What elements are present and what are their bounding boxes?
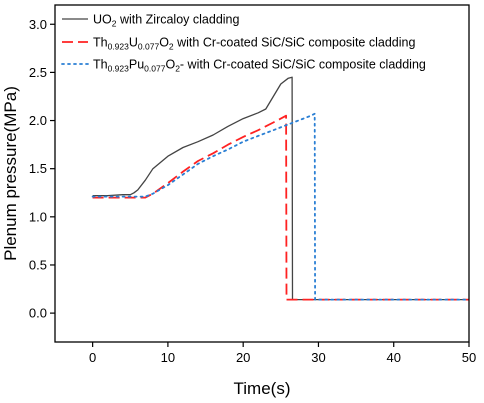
x-axis-title: Time(s) bbox=[234, 379, 291, 398]
x-tick-label: 10 bbox=[161, 350, 175, 365]
legend-label-1: UO2 with Zircaloy cladding bbox=[93, 13, 240, 29]
series-line-2 bbox=[92, 114, 469, 301]
legend-label-2: Th0.923U0.077O2 with Cr-coated SiC/SiC c… bbox=[93, 36, 415, 52]
series-line-3 bbox=[91, 112, 470, 301]
x-tick-label: 50 bbox=[462, 350, 476, 365]
x-tick-label: 30 bbox=[311, 350, 325, 365]
series-line-1 bbox=[92, 76, 469, 301]
plot-frame bbox=[54, 4, 470, 343]
y-tick-label: 1.5 bbox=[29, 161, 47, 176]
x-tick-label: 20 bbox=[236, 350, 250, 365]
legend: UO2 with Zircaloy cladding Th0.923U0.077O… bbox=[61, 13, 426, 74]
y-tick-label: 0.5 bbox=[29, 257, 47, 272]
y-axis-title: Plenum pressure(MPa) bbox=[1, 86, 20, 261]
y-tick-label: 1.0 bbox=[29, 209, 47, 224]
y-tick-label: 2.5 bbox=[29, 65, 47, 80]
axes-layer: 0 10 20 30 40 50 0.0 0.5 1.0 1.5 2.0 2.5 3.0 bbox=[29, 4, 476, 365]
series-layer bbox=[91, 76, 470, 301]
legend-label-3: Th0.923Pu0.077O2- with Cr-coated SiC/SiC… bbox=[93, 58, 426, 74]
x-tick-label: 0 bbox=[89, 350, 96, 365]
y-tick-label: 0.0 bbox=[29, 306, 47, 321]
y-tick-label: 3.0 bbox=[29, 17, 47, 32]
y-tick-label: 2.0 bbox=[29, 113, 47, 128]
x-tick-label: 40 bbox=[386, 350, 400, 365]
